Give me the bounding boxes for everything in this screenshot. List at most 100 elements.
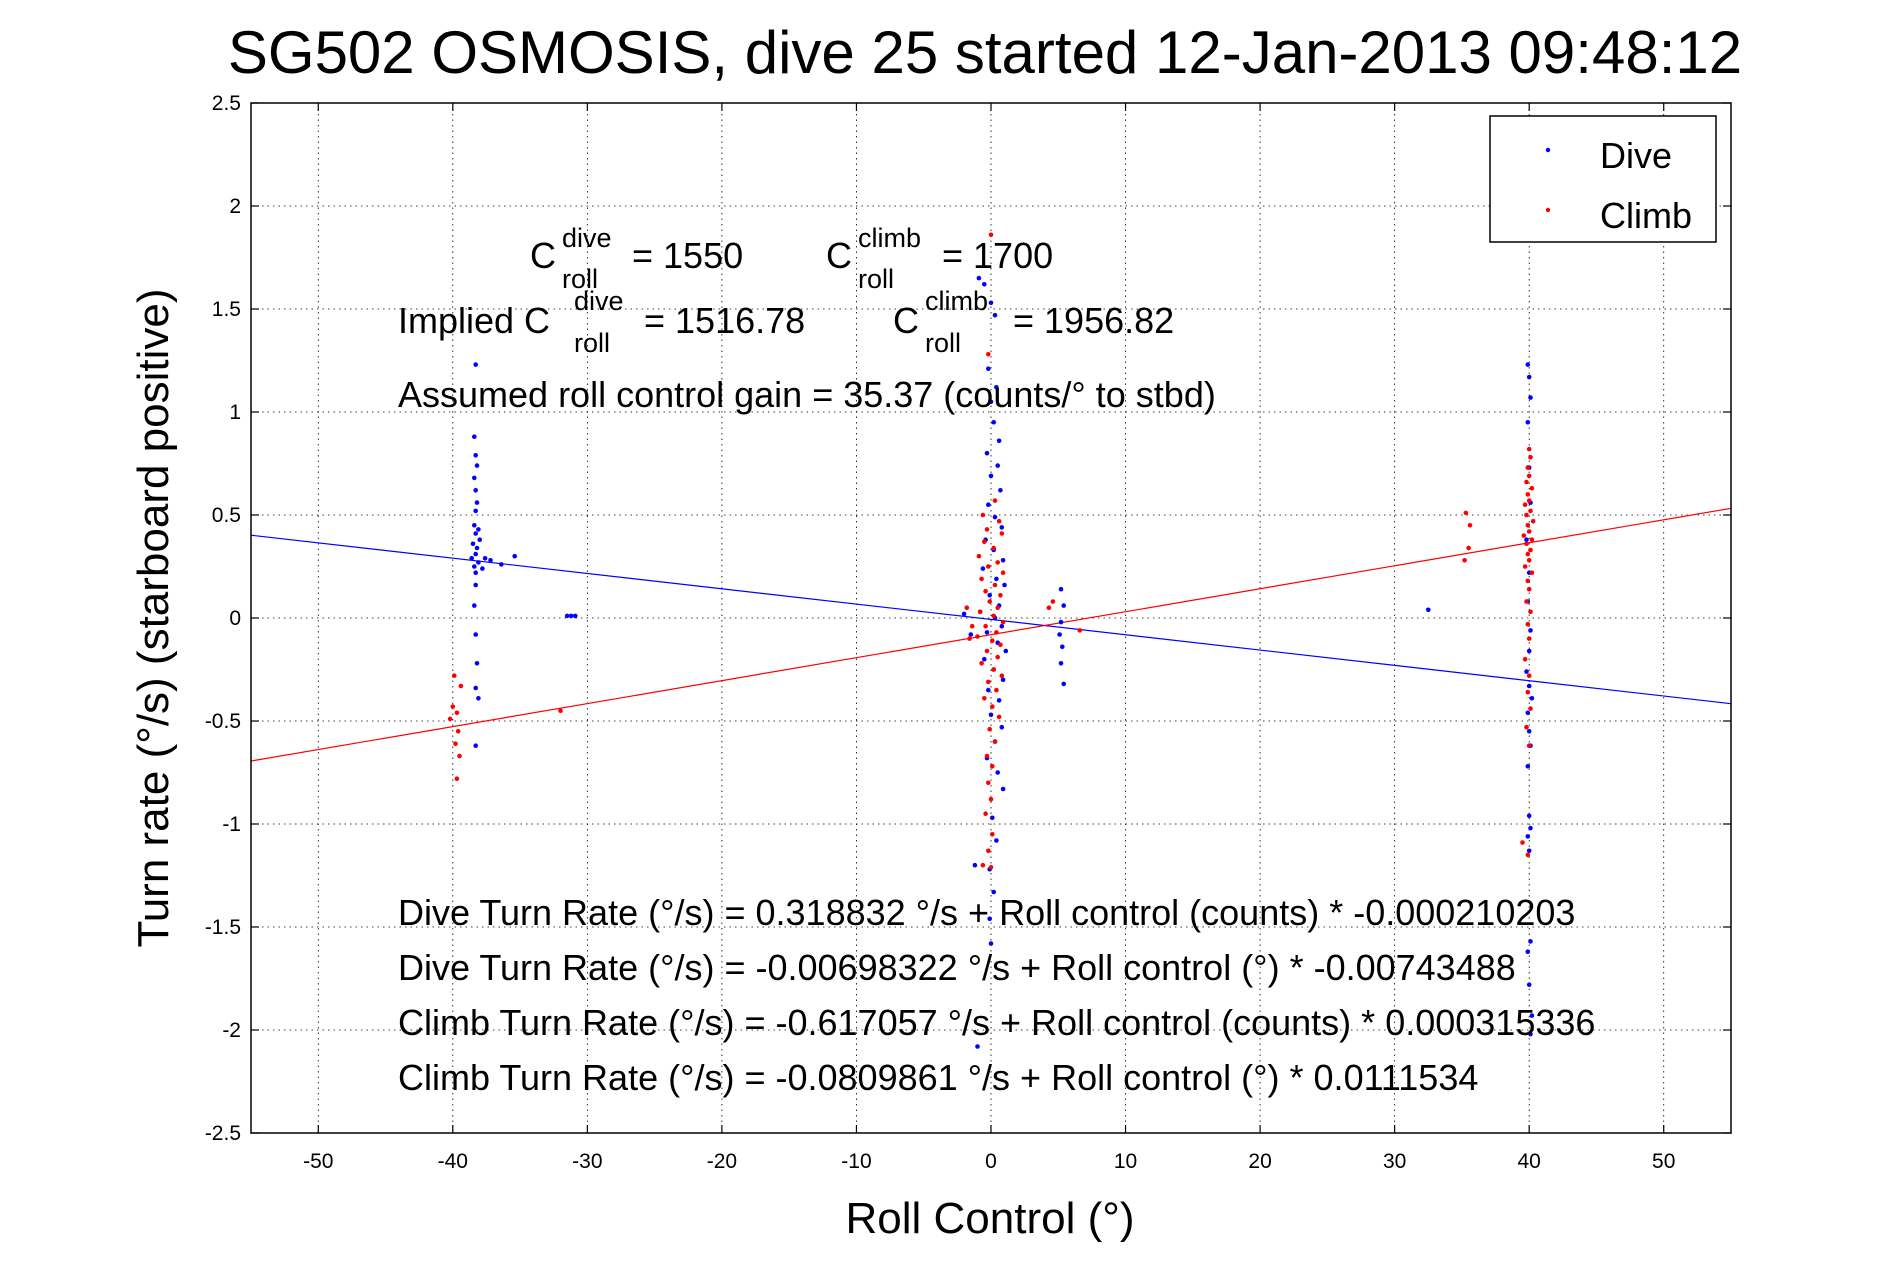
dive-point — [470, 541, 476, 547]
x-tick-label: -10 — [841, 1150, 871, 1173]
climb-point — [1524, 541, 1529, 547]
dive-point — [998, 488, 1003, 493]
dive-point — [991, 889, 996, 895]
climb-point — [995, 605, 1000, 610]
dive-point — [988, 941, 994, 946]
climb-point — [1528, 706, 1533, 711]
climb-point — [1526, 743, 1532, 748]
climb-point — [1526, 446, 1532, 452]
dive-point — [1526, 648, 1532, 654]
legend-dive-marker — [1545, 147, 1551, 153]
dive-point — [1524, 537, 1529, 542]
annotation-c-dive: C dive roll = 1550 — [530, 223, 743, 294]
climb-point — [451, 673, 457, 678]
dive-point — [499, 562, 504, 567]
climb-point — [1529, 570, 1535, 575]
dive-point — [982, 656, 987, 662]
climb-point — [999, 531, 1005, 536]
dive-point — [472, 434, 477, 440]
climb-point — [979, 576, 984, 582]
implied-climb-sup: climb — [925, 286, 988, 316]
climb-point — [990, 764, 995, 769]
climb-point — [1528, 455, 1533, 460]
climb-point — [988, 232, 994, 238]
dive-point — [990, 815, 995, 821]
y-tick-label: -2.5 — [205, 1122, 241, 1145]
climb-point — [992, 739, 998, 744]
climb-point — [986, 848, 991, 854]
annotation-c-climb: C climb roll = 1700 — [826, 223, 1053, 294]
c-climb-value: = 1700 — [932, 235, 1053, 276]
climb-point — [984, 753, 990, 759]
climb-point — [996, 714, 1002, 720]
implied-climb-sub: roll — [925, 328, 961, 358]
dive-point — [1526, 683, 1532, 689]
climb-point — [1466, 545, 1471, 551]
dive-point — [473, 508, 479, 514]
climb-point — [1077, 628, 1083, 633]
dive-point — [473, 685, 479, 691]
dive-point — [988, 712, 994, 718]
climb-point — [454, 710, 460, 716]
dive-point — [474, 661, 480, 666]
x-axis-label: Roll Control (°) — [846, 1194, 1135, 1243]
climb-point — [998, 593, 1003, 598]
climb-point — [1526, 558, 1532, 563]
dive-point — [994, 385, 999, 390]
climb-point — [1529, 537, 1535, 542]
dive-point — [961, 611, 967, 617]
dive-point — [473, 551, 479, 557]
dive-point — [1525, 949, 1531, 954]
climb-point — [964, 605, 970, 610]
dive-point — [1526, 982, 1532, 987]
dive-point — [995, 463, 1000, 468]
dive-point — [996, 438, 1002, 444]
climb-point — [998, 642, 1003, 648]
climb-point — [987, 599, 992, 604]
dive-point — [1058, 586, 1064, 592]
dive-point — [986, 366, 991, 372]
dive-point — [469, 556, 475, 561]
climb-point — [1463, 510, 1469, 516]
dive-point — [564, 613, 570, 619]
y-tick-label: 2 — [229, 195, 241, 218]
climb-point — [984, 527, 990, 532]
climb-point — [990, 704, 995, 709]
climb-point — [455, 729, 461, 734]
climb-point — [1524, 512, 1529, 518]
dive-point — [987, 593, 992, 598]
climb-point — [1525, 523, 1531, 528]
dive-point — [980, 566, 986, 571]
gain-annotation: Assumed roll control gain = 35.37 (count… — [398, 374, 1216, 415]
x-tick-label: 50 — [1652, 1150, 1675, 1173]
dive-point — [474, 545, 480, 551]
annotation-implied-climb: C climb roll = 1956.82 — [893, 286, 1174, 358]
dive-point — [1528, 395, 1533, 400]
dive-point — [1525, 420, 1531, 425]
climb-point — [1522, 502, 1528, 508]
dive-point — [473, 488, 479, 493]
dive-point — [986, 502, 991, 508]
c-climb-sup: climb — [858, 223, 921, 253]
climb-point — [1526, 636, 1532, 641]
climb-point — [991, 613, 996, 619]
climb-point — [1525, 852, 1531, 858]
dive-point — [1525, 764, 1531, 769]
climb-point — [1530, 518, 1536, 524]
dive-point — [999, 623, 1005, 629]
climb-point — [990, 832, 995, 837]
climb-point — [1525, 492, 1531, 497]
climb-point — [1525, 689, 1531, 695]
dive-point — [1002, 582, 1007, 588]
y-tick-label: 2.5 — [212, 92, 241, 115]
dive-point — [1524, 669, 1529, 674]
dive-point — [972, 862, 978, 868]
c-dive-sub: roll — [562, 264, 598, 294]
fit-lines — [250, 507, 1732, 762]
dive-point — [1526, 374, 1532, 380]
climb-point — [1525, 621, 1531, 627]
dive-point — [480, 566, 485, 571]
equation-line-3: Climb Turn Rate (°/s) = -0.617057 °/s + … — [398, 1002, 1595, 1043]
dive-point — [986, 687, 991, 693]
dive-point — [1525, 710, 1531, 716]
